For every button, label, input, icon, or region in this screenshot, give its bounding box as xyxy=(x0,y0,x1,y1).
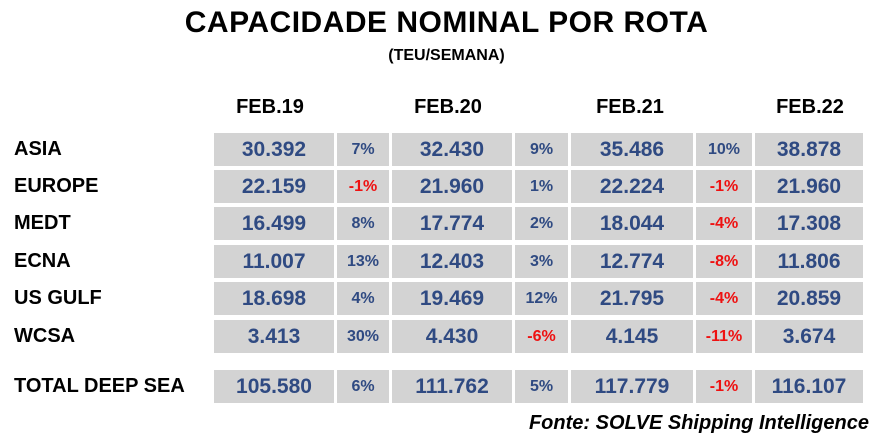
change-cell: -1% xyxy=(695,370,753,403)
change-cell: 10% xyxy=(695,133,753,166)
change-cell: 30% xyxy=(336,320,390,353)
page-subtitle: (TEU/SEMANA) xyxy=(388,47,505,64)
value-cell: 105.580 xyxy=(213,370,335,403)
value-cell: 11.806 xyxy=(754,245,864,278)
value-cell: 22.224 xyxy=(570,170,694,203)
change-cell: 13% xyxy=(336,245,390,278)
change-cell: -1% xyxy=(336,170,390,203)
value-cell: 4.430 xyxy=(391,320,513,353)
value-cell: 11.007 xyxy=(213,245,335,278)
change-cell: 8% xyxy=(336,207,390,240)
change-cell: 2% xyxy=(514,207,569,240)
value-cell: 32.430 xyxy=(391,133,513,166)
value-cell: 17.774 xyxy=(391,207,513,240)
total-row-label: TOTAL DEEP SEA xyxy=(14,375,185,397)
row-label-asia: ASIA xyxy=(14,138,62,160)
change-cell: 6% xyxy=(336,370,390,403)
row-label-europe: EUROPE xyxy=(14,175,99,197)
page-title: CAPACIDADE NOMINAL POR ROTA xyxy=(184,6,709,39)
column-header-feb19: FEB.19 xyxy=(236,96,304,118)
column-header-feb21: FEB.21 xyxy=(596,96,664,118)
value-cell: 17.308 xyxy=(754,207,864,240)
value-cell: 21.960 xyxy=(754,170,864,203)
value-cell: 35.486 xyxy=(570,133,694,166)
change-cell: -11% xyxy=(695,320,753,353)
row-label-us-gulf: US GULF xyxy=(14,287,102,309)
value-cell: 30.392 xyxy=(213,133,335,166)
change-cell: -1% xyxy=(695,170,753,203)
value-cell: 20.859 xyxy=(754,282,864,315)
column-header-feb22: FEB.22 xyxy=(776,96,844,118)
value-cell: 116.107 xyxy=(754,370,864,403)
value-cell: 21.795 xyxy=(570,282,694,315)
row-label-medt: MEDT xyxy=(14,212,71,234)
change-cell: 9% xyxy=(514,133,569,166)
change-cell: -4% xyxy=(695,207,753,240)
value-cell: 3.674 xyxy=(754,320,864,353)
change-cell: -4% xyxy=(695,282,753,315)
value-cell: 4.145 xyxy=(570,320,694,353)
value-cell: 117.779 xyxy=(570,370,694,403)
value-cell: 22.159 xyxy=(213,170,335,203)
change-cell: 5% xyxy=(514,370,569,403)
change-cell: -6% xyxy=(514,320,569,353)
value-cell: 12.403 xyxy=(391,245,513,278)
change-cell: 1% xyxy=(514,170,569,203)
value-cell: 21.960 xyxy=(391,170,513,203)
value-cell: 19.469 xyxy=(391,282,513,315)
change-cell: 4% xyxy=(336,282,390,315)
value-cell: 18.698 xyxy=(213,282,335,315)
value-cell: 18.044 xyxy=(570,207,694,240)
source-note: Fonte: SOLVE Shipping Intelligence xyxy=(528,412,869,434)
column-header-feb20: FEB.20 xyxy=(414,96,482,118)
row-label-ecna: ECNA xyxy=(14,250,71,272)
value-cell: 38.878 xyxy=(754,133,864,166)
value-cell: 16.499 xyxy=(213,207,335,240)
value-cell: 111.762 xyxy=(391,370,513,403)
change-cell: -8% xyxy=(695,245,753,278)
value-cell: 3.413 xyxy=(213,320,335,353)
value-cell: 12.774 xyxy=(570,245,694,278)
change-cell: 12% xyxy=(514,282,569,315)
row-label-wcsa: WCSA xyxy=(14,325,76,347)
change-cell: 7% xyxy=(336,133,390,166)
change-cell: 3% xyxy=(514,245,569,278)
